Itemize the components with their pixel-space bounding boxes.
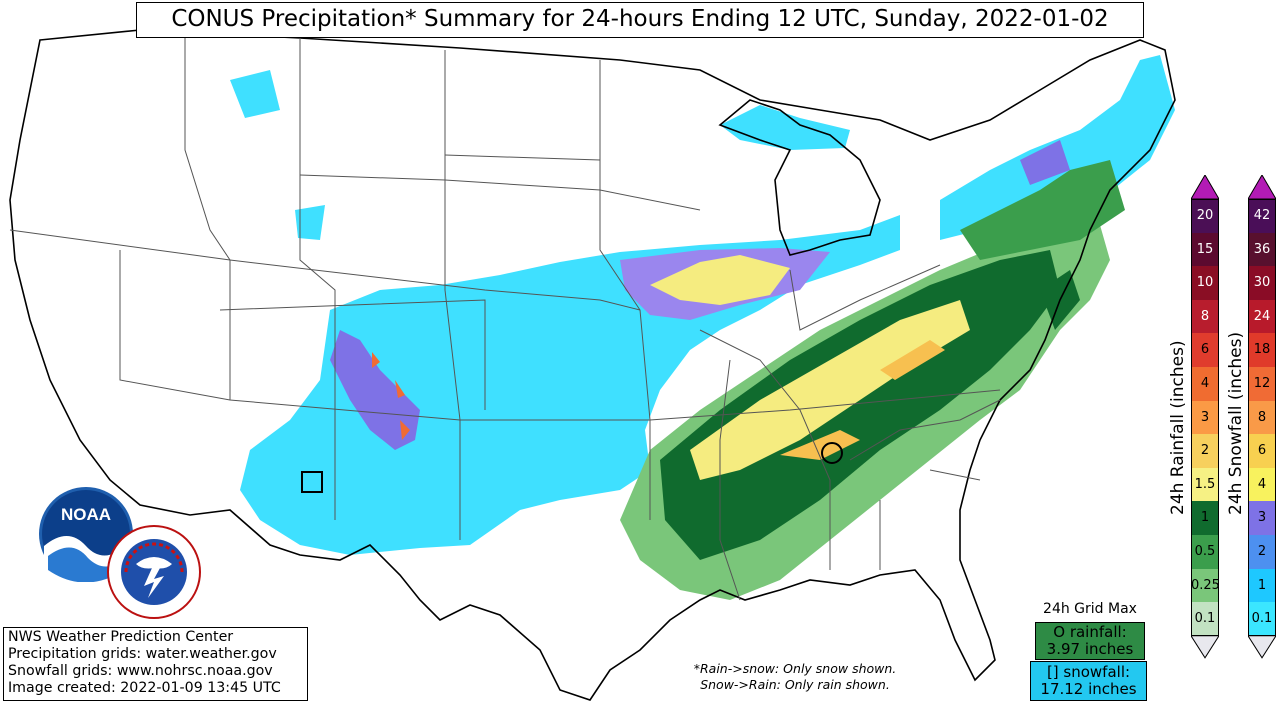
snow_legend-cell: 12 — [1248, 367, 1276, 401]
info-line-created: Image created: 2022-01-09 13:45 UTC — [8, 680, 281, 696]
snowfall-legend-label: 24h Snowfall (inches) — [1226, 331, 1246, 515]
rain_legend-cell: 1 — [1191, 501, 1219, 535]
state-lines — [9, 35, 1001, 601]
grid-max-title: 24h Grid Max — [1043, 601, 1137, 617]
grid-max-rainfall-label: O rainfall: — [1053, 623, 1127, 641]
info-line-precip: Precipitation grids: water.weather.gov — [8, 646, 277, 662]
rain_legend-cell: 8 — [1191, 299, 1219, 334]
rainfall-legend: 20 15 10 8 6 4 3 2 1.5 1 0.5 0.25 0.1 — [1191, 175, 1220, 659]
snow_legend-cell: 24 — [1248, 299, 1276, 334]
snowfall-max-marker — [301, 471, 323, 493]
snow_legend-cell: 8 — [1248, 400, 1276, 435]
grid-max-snowfall-value: 17.12 inches — [1040, 680, 1137, 698]
snow_legend-cell: 3 — [1248, 501, 1276, 535]
rain_legend-cell: 3 — [1191, 400, 1219, 435]
rain_legend-cell: 1.5 — [1191, 467, 1219, 502]
snow_legend-bottom-arrow — [1248, 635, 1276, 659]
rainfall-legend-label: 24h Rainfall (inches) — [1168, 340, 1188, 515]
rain_legend-cell: 0.25 — [1191, 568, 1220, 603]
rain_legend-cell: 2 — [1191, 434, 1219, 468]
snow_legend-cell: 42 — [1248, 199, 1276, 233]
rain_legend-top-arrow — [1191, 175, 1219, 200]
rain_legend-cell: 20 — [1191, 199, 1219, 233]
rain_legend-bottom-arrow — [1191, 635, 1219, 659]
nws-logo — [106, 524, 202, 620]
info-box: NWS Weather Prediction Center Precipitat… — [3, 627, 308, 701]
conversion-note: *Rain->snow: Only snow shown. Snow->Rain… — [670, 661, 920, 693]
info-line-snow: Snowfall grids: www.nohrsc.noaa.gov — [8, 663, 273, 679]
snow_legend-cell: 0.1 — [1248, 602, 1276, 636]
map-title: CONUS Precipitation* Summary for 24-hour… — [136, 2, 1144, 38]
snow_legend-cell: 1 — [1248, 568, 1276, 603]
snow_legend-cell: 2 — [1248, 535, 1276, 569]
rain_legend-cell: 15 — [1191, 232, 1219, 267]
rainfall-max-marker — [821, 442, 843, 464]
rain_legend-frame — [1191, 199, 1219, 636]
snowfall-legend: 42 36 30 24 18 12 8 6 4 3 2 1 0.1 — [1248, 175, 1276, 659]
map-outline — [9, 29, 1176, 701]
note-line-2: Snow->Rain: Only rain shown. — [700, 677, 890, 692]
snow_legend-frame — [1248, 199, 1276, 636]
snow_legend-cell: 4 — [1248, 467, 1276, 502]
snow_legend-cell: 6 — [1248, 434, 1276, 468]
note-line-1: *Rain->snow: Only snow shown. — [693, 661, 897, 676]
snow_legend-top-arrow — [1248, 175, 1276, 200]
rain_legend-cell: 0.5 — [1191, 535, 1219, 569]
grid-max-rainfall-value: 3.97 inches — [1046, 640, 1134, 658]
rain_legend-cell: 10 — [1191, 266, 1219, 300]
info-line-center: NWS Weather Prediction Center — [8, 629, 234, 645]
snow_legend-cell: 30 — [1248, 266, 1276, 300]
rain_legend-cell: 4 — [1191, 367, 1219, 401]
snowfall-overlay — [230, 55, 1175, 555]
grid-max-snowfall-box: [] snowfall: 17.12 inches — [1030, 661, 1147, 701]
noaa-logo-text: NOAA — [61, 505, 111, 524]
rain_legend-cell: 6 — [1191, 333, 1219, 367]
snow_legend-cell: 18 — [1248, 333, 1276, 367]
rainfall-overlay — [620, 160, 1125, 600]
grid-max-snowfall-label: [] snowfall: — [1046, 663, 1131, 681]
snow_legend-cell: 36 — [1248, 232, 1276, 267]
grid-max-rainfall-box: O rainfall: 3.97 inches — [1035, 622, 1145, 660]
rain_legend-cell: 0.1 — [1191, 602, 1219, 636]
